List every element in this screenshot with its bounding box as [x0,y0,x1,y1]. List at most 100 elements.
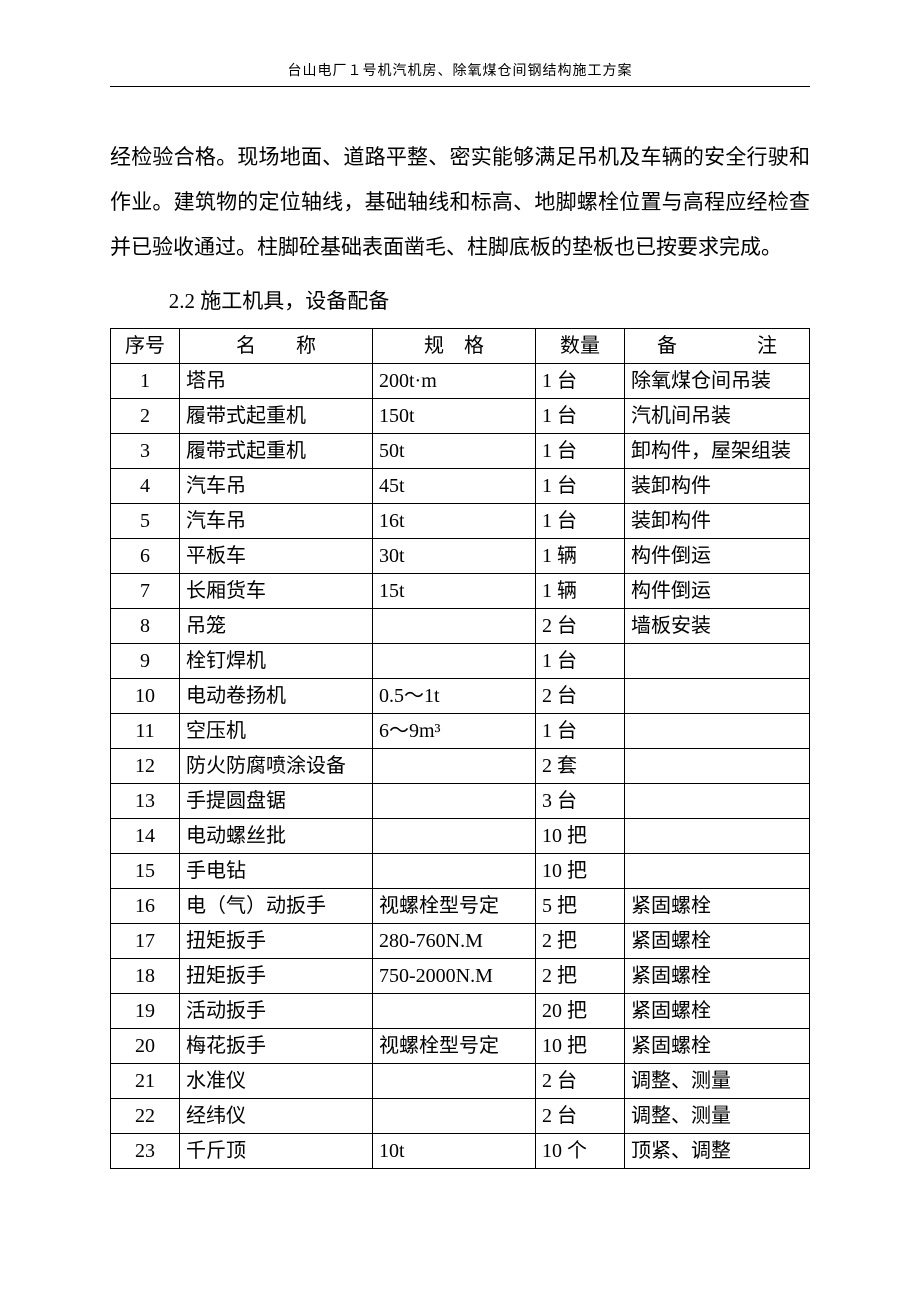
cell-spec: 150t [373,399,536,434]
cell-note: 卸构件，屋架组装 [625,434,810,469]
table-row: 15手电钻10 把 [111,854,810,889]
table-row: 7长厢货车15t1 辆构件倒运 [111,574,810,609]
cell-index: 4 [111,469,180,504]
cell-note: 汽机间吊装 [625,399,810,434]
cell-spec: 10t [373,1134,536,1169]
col-header-note: 备 注 [625,329,810,364]
cell-spec: 750-2000N.M [373,959,536,994]
cell-note: 紧固螺栓 [625,994,810,1029]
cell-note: 紧固螺栓 [625,959,810,994]
cell-name: 电动卷扬机 [180,679,373,714]
cell-name: 扭矩扳手 [180,959,373,994]
cell-index: 15 [111,854,180,889]
cell-note [625,679,810,714]
cell-note [625,714,810,749]
cell-name: 长厢货车 [180,574,373,609]
cell-qty: 1 台 [536,399,625,434]
cell-index: 22 [111,1099,180,1134]
cell-spec: 30t [373,539,536,574]
table-row: 3履带式起重机50t1 台卸构件，屋架组装 [111,434,810,469]
cell-index: 19 [111,994,180,1029]
table-row: 19活动扳手20 把紧固螺栓 [111,994,810,1029]
table-row: 4汽车吊45t1 台装卸构件 [111,469,810,504]
table-row: 14电动螺丝批 10 把 [111,819,810,854]
cell-name: 汽车吊 [180,504,373,539]
table-row: 9栓钉焊机1 台 [111,644,810,679]
col-header-name: 名 称 [180,329,373,364]
cell-spec: 视螺栓型号定 [373,889,536,924]
cell-qty: 1 台 [536,504,625,539]
document-page: 台山电厂１号机汽机房、除氧煤仓间钢结构施工方案 经检验合格。现场地面、道路平整、… [0,0,920,1302]
cell-name: 防火防腐喷涂设备 [180,749,373,784]
cell-name: 千斤顶 [180,1134,373,1169]
cell-spec: 6～9m³ [373,714,536,749]
cell-qty: 2 把 [536,959,625,994]
cell-spec [373,749,536,784]
table-row: 17扭矩扳手280-760N.M2 把紧固螺栓 [111,924,810,959]
cell-qty: 1 台 [536,434,625,469]
table-row: 13手提圆盘锯3 台 [111,784,810,819]
table-row: 11空压机6～9m³1 台 [111,714,810,749]
cell-name: 栓钉焊机 [180,644,373,679]
table-row: 2履带式起重机150t1 台汽机间吊装 [111,399,810,434]
section-number: 2.2 [169,289,195,313]
cell-qty: 2 把 [536,924,625,959]
cell-note: 除氧煤仓间吊装 [625,364,810,399]
cell-index: 8 [111,609,180,644]
cell-index: 5 [111,504,180,539]
cell-index: 10 [111,679,180,714]
cell-spec: 15t [373,574,536,609]
cell-name: 电动螺丝批 [180,819,373,854]
cell-name: 扭矩扳手 [180,924,373,959]
cell-note: 紧固螺栓 [625,889,810,924]
cell-spec [373,1064,536,1099]
table-row: 8吊笼 2 台墙板安装 [111,609,810,644]
table-row: 20梅花扳手视螺栓型号定10 把紧固螺栓 [111,1029,810,1064]
table-row: 16电（气）动扳手视螺栓型号定5 把紧固螺栓 [111,889,810,924]
cell-spec [373,854,536,889]
cell-note [625,749,810,784]
cell-qty: 3 台 [536,784,625,819]
cell-note: 墙板安装 [625,609,810,644]
cell-note: 顶紧、调整 [625,1134,810,1169]
cell-note [625,644,810,679]
cell-spec [373,784,536,819]
table-body: 1塔吊200t·m1 台除氧煤仓间吊装2履带式起重机150t1 台汽机间吊装3履… [111,364,810,1169]
cell-index: 14 [111,819,180,854]
table-header: 序号 名 称 规 格 数量 备 注 [111,329,810,364]
cell-index: 18 [111,959,180,994]
cell-spec [373,1099,536,1134]
page-header: 台山电厂１号机汽机房、除氧煤仓间钢结构施工方案 [110,60,810,87]
cell-qty: 5 把 [536,889,625,924]
cell-qty: 10 把 [536,819,625,854]
cell-note: 紧固螺栓 [625,1029,810,1064]
cell-name: 塔吊 [180,364,373,399]
cell-qty: 2 台 [536,679,625,714]
cell-index: 6 [111,539,180,574]
cell-qty: 2 套 [536,749,625,784]
section-title: 施工机具，设备配备 [200,289,389,313]
cell-spec: 200t·m [373,364,536,399]
cell-qty: 2 台 [536,609,625,644]
cell-note [625,854,810,889]
table-row: 1塔吊200t·m1 台除氧煤仓间吊装 [111,364,810,399]
paragraph-text: 经检验合格。现场地面、道路平整、密实能够满足吊机及车辆的安全行驶和作业。建筑物的… [110,145,810,259]
cell-index: 7 [111,574,180,609]
cell-index: 16 [111,889,180,924]
cell-spec [373,994,536,1029]
cell-note: 紧固螺栓 [625,924,810,959]
col-header-qty: 数量 [536,329,625,364]
cell-qty: 1 台 [536,644,625,679]
cell-name: 吊笼 [180,609,373,644]
cell-note [625,784,810,819]
cell-index: 12 [111,749,180,784]
cell-name: 电（气）动扳手 [180,889,373,924]
body-paragraph: 经检验合格。现场地面、道路平整、密实能够满足吊机及车辆的安全行驶和作业。建筑物的… [110,135,810,270]
col-header-spec: 规 格 [373,329,536,364]
cell-spec: 视螺栓型号定 [373,1029,536,1064]
cell-index: 2 [111,399,180,434]
cell-name: 梅花扳手 [180,1029,373,1064]
cell-qty: 1 辆 [536,539,625,574]
cell-index: 3 [111,434,180,469]
section-heading: 2.2 施工机具，设备配备 [110,280,810,322]
